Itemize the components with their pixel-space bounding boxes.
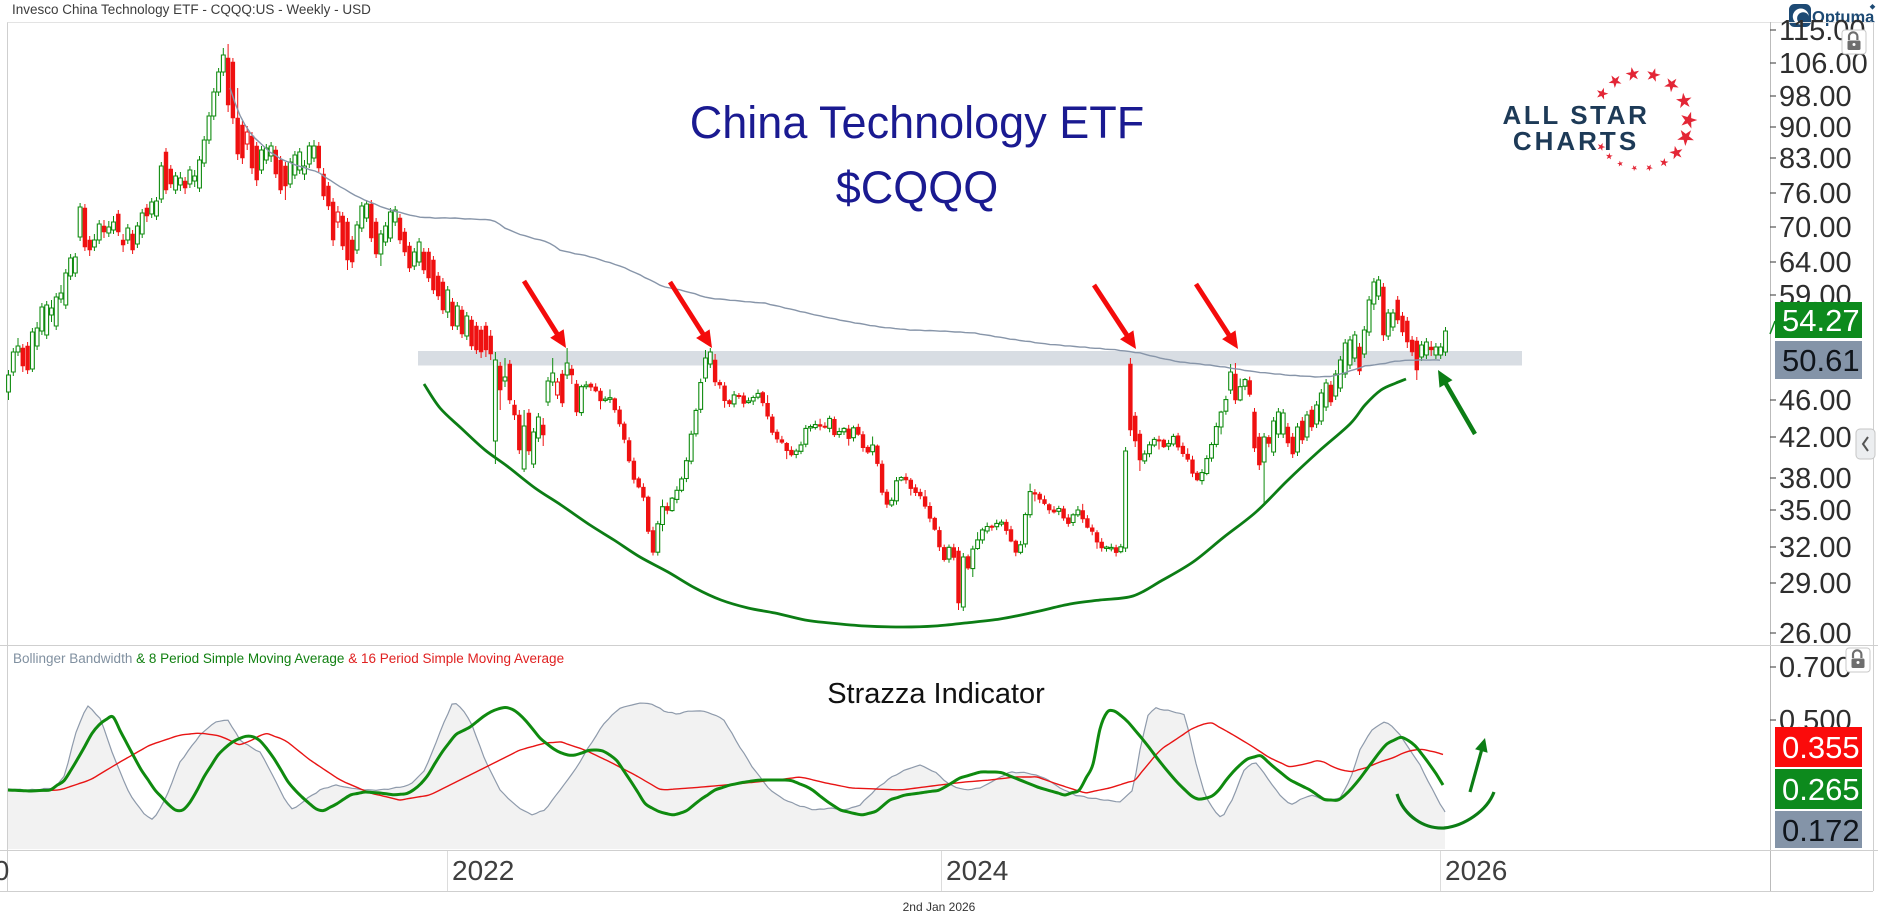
svg-text:70.00: 70.00 [1779, 212, 1852, 244]
svg-text:26.00: 26.00 [1779, 618, 1852, 650]
svg-text:98.00: 98.00 [1779, 81, 1852, 113]
svg-text:83.00: 83.00 [1779, 143, 1852, 175]
svg-text:29.00: 29.00 [1779, 568, 1852, 600]
svg-text:35.00: 35.00 [1779, 495, 1852, 527]
svg-text:76.00: 76.00 [1779, 178, 1852, 210]
svg-text:2nd Jan 2026: 2nd Jan 2026 [903, 900, 976, 914]
svg-text:China Technology ETF: China Technology ETF [690, 97, 1144, 148]
svg-text:0.700: 0.700 [1779, 652, 1852, 684]
svg-text:46.00: 46.00 [1779, 385, 1852, 417]
svg-text:90.00: 90.00 [1779, 112, 1852, 144]
svg-text:2024: 2024 [946, 855, 1008, 886]
svg-text:64.00: 64.00 [1779, 247, 1852, 279]
svg-text:ALL STAR: ALL STAR [1503, 100, 1650, 130]
svg-text:0.172: 0.172 [1782, 813, 1860, 848]
svg-text:38.00: 38.00 [1779, 463, 1852, 495]
svg-text:CHARTS: CHARTS [1513, 126, 1639, 156]
svg-text:0.355: 0.355 [1782, 730, 1860, 765]
svg-text:50.61: 50.61 [1782, 343, 1860, 378]
svg-text:Strazza Indicator: Strazza Indicator [827, 678, 1045, 710]
svg-text:2022: 2022 [452, 855, 514, 886]
svg-text:0.265: 0.265 [1782, 772, 1860, 807]
svg-text:54.27: 54.27 [1782, 303, 1860, 338]
svg-text:$CQQQ: $CQQQ [836, 162, 999, 213]
svg-text:32.00: 32.00 [1779, 532, 1852, 564]
svg-text:2026: 2026 [1445, 855, 1507, 886]
svg-text:42.00: 42.00 [1779, 422, 1852, 454]
svg-text:Bollinger Bandwidth & 8 Period: Bollinger Bandwidth & 8 Period Simple Mo… [13, 651, 564, 666]
svg-text:Invesco China Technology ETF -: Invesco China Technology ETF - CQQQ:US -… [12, 2, 371, 17]
